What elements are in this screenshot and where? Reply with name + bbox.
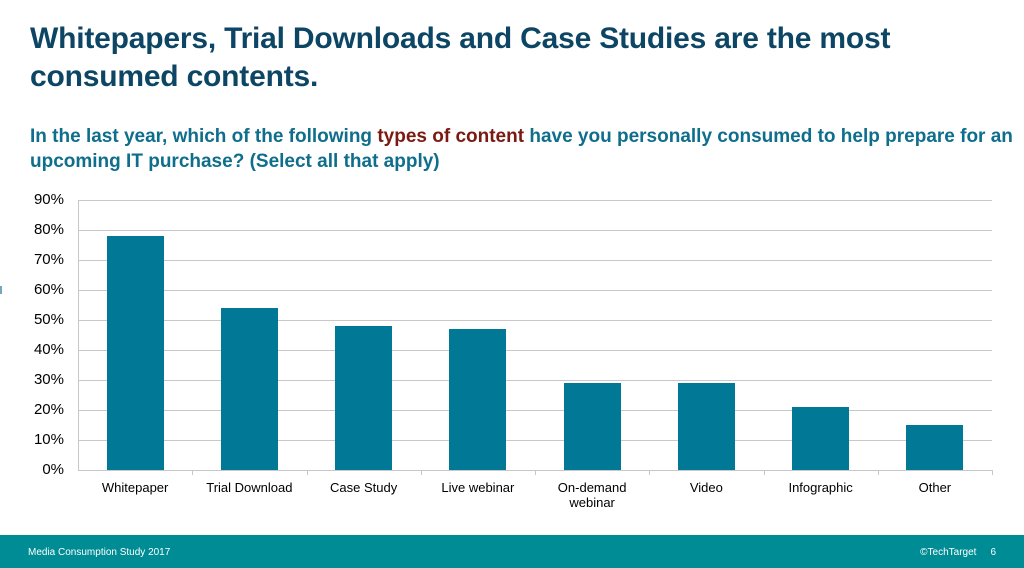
x-category-label: Video	[689, 480, 723, 495]
page-number: 6	[990, 547, 996, 558]
x-tick	[535, 470, 536, 475]
slide-title: Whitepapers, Trial Downloads and Case St…	[30, 22, 891, 93]
y-axis	[78, 200, 79, 471]
y-tick-label: 60%	[33, 281, 64, 298]
bar-on-demand-webinar	[563, 383, 621, 470]
gridline	[78, 320, 992, 321]
x-tick	[877, 470, 879, 475]
x-tick	[420, 470, 422, 475]
y-tick-label: 10%	[33, 431, 64, 448]
y-tick-label: 70%	[33, 251, 64, 268]
x-category-label: Trial Download	[206, 480, 293, 495]
bar-live-webinar	[449, 329, 507, 470]
y-tick-label: 80%	[33, 221, 64, 238]
bar-trial-download	[220, 308, 278, 470]
gridline	[78, 380, 992, 381]
x-category-label: Other	[918, 480, 952, 495]
slide-subtitle: In the last year, which of the following…	[30, 124, 1020, 174]
x-tick	[992, 470, 993, 475]
gridline	[78, 290, 992, 291]
copyright-text: ©TechTarget	[920, 547, 977, 558]
y-tick-label: 50%	[33, 311, 64, 328]
gridline	[78, 230, 992, 231]
y-tick-label: 30%	[33, 371, 64, 388]
x-category-label: Live webinar	[441, 480, 515, 495]
gridline	[78, 410, 992, 411]
bar-video	[677, 383, 735, 470]
x-tick	[306, 470, 308, 475]
x-tick	[649, 470, 651, 475]
y-tick-label: 20%	[33, 401, 64, 418]
bar-whitepaper	[106, 236, 164, 470]
bar-case-study	[335, 326, 393, 470]
subtitle-text-end: have you personally consumed to help pre…	[30, 126, 1013, 172]
edge-marker	[0, 286, 2, 294]
footer-copyright: ©TechTarget 6	[920, 547, 996, 558]
y-tick-label: 90%	[33, 191, 64, 208]
x-category-label: Infographic	[788, 480, 853, 495]
footer-bar: Media Consumption Study 2017 ©TechTarget…	[0, 535, 1024, 568]
x-tick	[192, 470, 194, 475]
y-tick-label: 0%	[42, 461, 64, 478]
bar-other	[906, 425, 964, 470]
gridline	[78, 440, 992, 441]
gridline	[78, 200, 992, 201]
bar-infographic	[792, 407, 850, 470]
gridline	[78, 350, 992, 351]
x-category-label: On-demand webinar	[557, 480, 627, 510]
subtitle-text: In the last year, which of the following	[30, 126, 378, 147]
x-tick	[763, 470, 765, 475]
x-category-label: Case Study	[330, 480, 398, 495]
footer-study-name: Media Consumption Study 2017	[28, 547, 171, 558]
subtitle-highlight: types of content	[377, 126, 525, 147]
x-category-label: Whitepaper	[101, 480, 169, 495]
y-tick-label: 40%	[33, 341, 64, 358]
gridline	[78, 260, 992, 261]
